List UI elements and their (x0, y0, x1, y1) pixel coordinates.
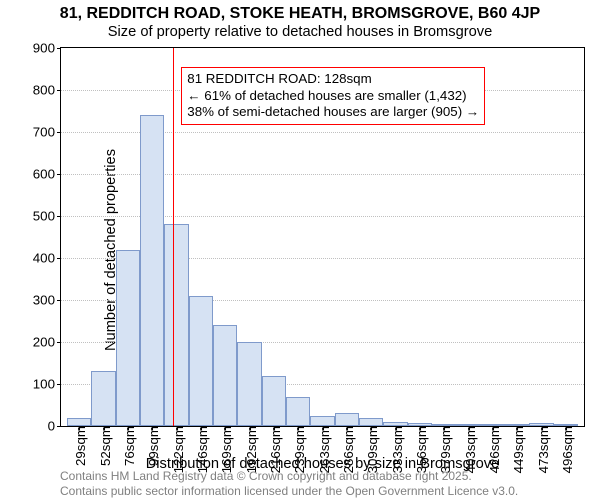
y-tick-label: 500 (15, 209, 61, 224)
chart-title: 81, REDDITCH ROAD, STOKE HEATH, BROMSGRO… (0, 5, 600, 23)
y-tick-label: 400 (15, 251, 61, 266)
annotation-line: 38% of semi-detached houses are larger (… (187, 104, 479, 121)
histogram-bar (140, 115, 164, 426)
attribution-line-1: Contains HM Land Registry data © Crown c… (60, 469, 518, 483)
histogram-bar (359, 418, 383, 426)
y-tick-label: 900 (15, 41, 61, 56)
attribution-line-2: Contains public sector information licen… (60, 484, 518, 498)
reference-line (173, 48, 174, 426)
y-tick-label: 200 (15, 335, 61, 350)
plot-area: 010020030040050060070080090029sqm52sqm76… (60, 47, 585, 427)
histogram-bar (91, 371, 115, 426)
annotation-line: 81 REDDITCH ROAD: 128sqm (187, 71, 479, 88)
y-tick-label: 700 (15, 125, 61, 140)
histogram-bar (335, 413, 359, 426)
y-tick-label: 800 (15, 83, 61, 98)
annotation-line: ← 61% of detached houses are smaller (1,… (187, 88, 479, 105)
histogram-bar (310, 416, 334, 427)
y-tick-label: 300 (15, 293, 61, 308)
histogram-bar (116, 250, 140, 426)
y-tick-label: 100 (15, 377, 61, 392)
y-tick-label: 0 (15, 419, 61, 434)
histogram-bar (189, 296, 213, 426)
histogram-bar (262, 376, 286, 426)
y-tick-label: 600 (15, 167, 61, 182)
histogram-bar (213, 325, 237, 426)
histogram-bar (67, 418, 91, 426)
histogram-bar (164, 224, 188, 426)
histogram-bar (286, 397, 310, 426)
histogram-bar (237, 342, 261, 426)
annotation-box: 81 REDDITCH ROAD: 128sqm← 61% of detache… (181, 67, 485, 125)
chart-subtitle: Size of property relative to detached ho… (0, 24, 600, 40)
attribution: Contains HM Land Registry data © Crown c… (60, 469, 518, 498)
